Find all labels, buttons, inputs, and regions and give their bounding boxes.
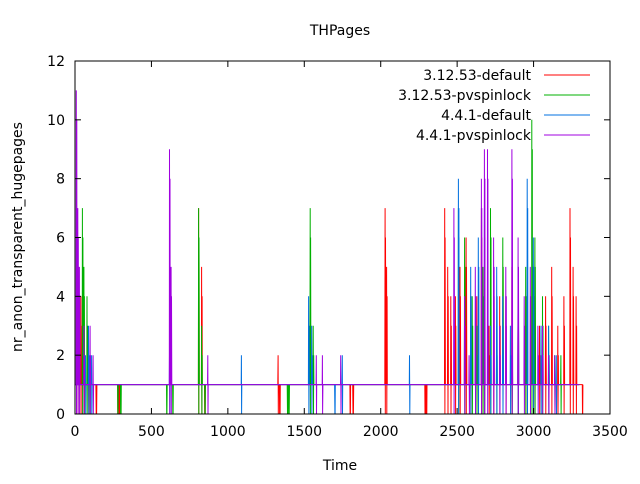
x-axis-label: Time [322,458,357,474]
x-tick-label: 1500 [286,424,322,440]
series-line-3 [75,90,580,415]
legend-label: 4.4.1-pvspinlock [416,128,532,144]
legend: 3.12.53-default 3.12.53-pvspinlock 4.4.1-d… [398,68,590,144]
x-tick-label: 500 [138,424,165,440]
y-tick-label: 10 [47,113,65,129]
legend-label: 3.12.53-pvspinlock [398,88,532,104]
chart-title: THPages [309,23,370,39]
x-tick-label: 2000 [363,424,399,440]
y-tick-label: 6 [56,231,65,247]
y-tick-label: 2 [56,348,65,364]
axes: 0 500 1000 1500 2000 2500 3000 3500 0 2 4 6 8 10 12 [47,54,628,440]
x-tick-label: 1000 [210,424,246,440]
y-tick-label: 0 [56,407,65,423]
y-axis-label: nr_anon_transparent_hugepages [10,122,26,352]
legend-label: 4.4.1-default [441,108,531,124]
legend-label: 3.12.53-default [423,68,531,84]
x-tick-label: 3500 [592,424,628,440]
y-tick-label: 8 [56,172,65,188]
x-tick-label: 2500 [439,424,475,440]
x-tick-label: 0 [71,424,80,440]
y-tick-label: 4 [56,289,65,305]
x-tick-label: 3000 [516,424,552,440]
y-tick-label: 12 [47,54,65,70]
